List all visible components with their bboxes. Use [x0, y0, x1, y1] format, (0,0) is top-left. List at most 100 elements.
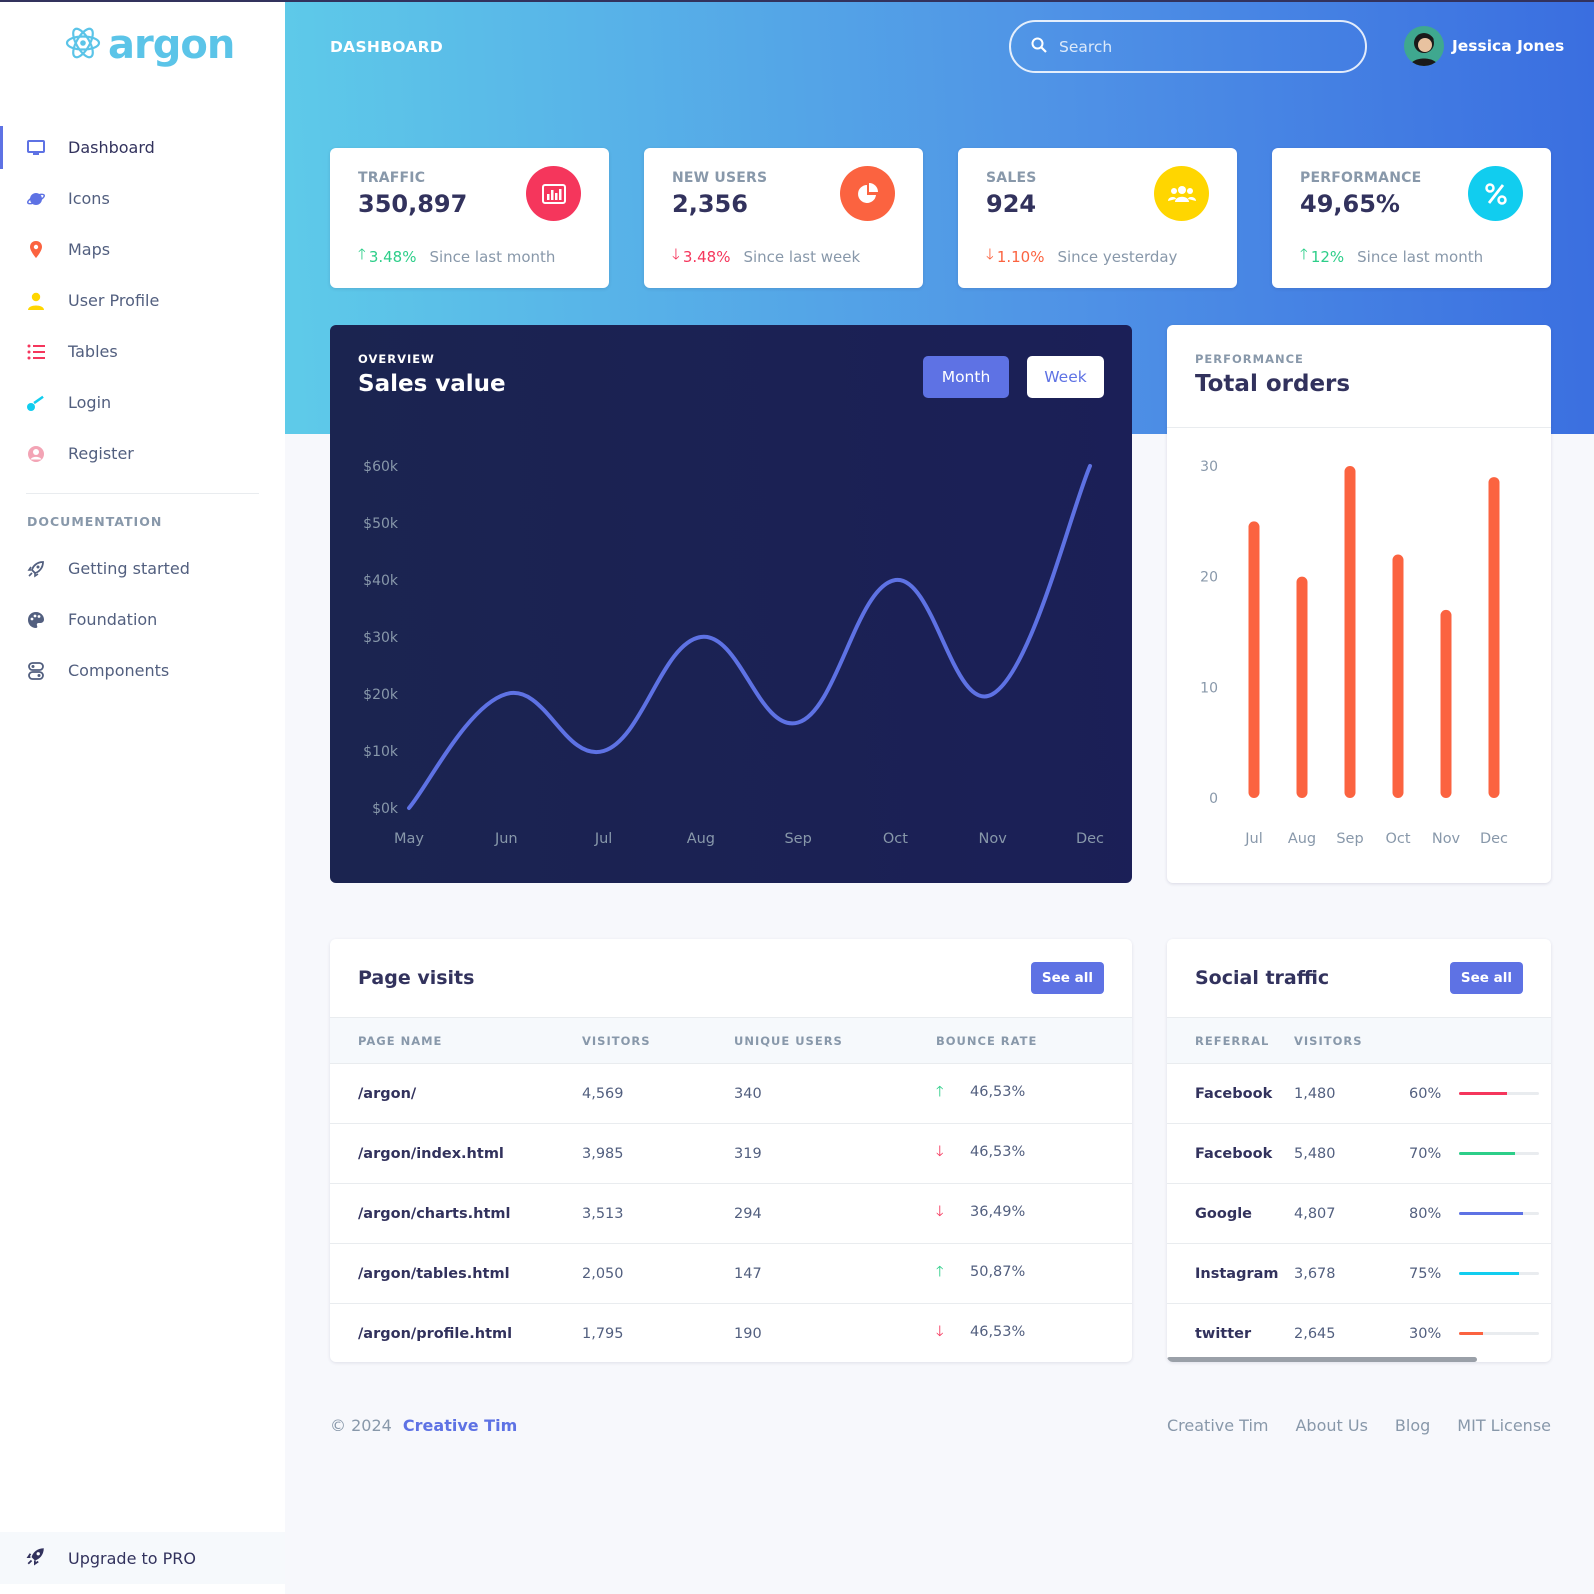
- total-orders-card: 0 10 20 30 Jul Aug Sep Oct Nov Dec PERFORMANCE To…: [1167, 325, 1551, 883]
- progress-bar: [1459, 1152, 1539, 1155]
- card-title: Sales value: [358, 371, 506, 397]
- week-button[interactable]: Week: [1027, 356, 1104, 398]
- arrow-down-icon: 🡓: [936, 1324, 944, 1340]
- sales-value-card: $0k $10k $20k $30k $40k $50k $60k May Jun Jul Aug S…: [330, 325, 1132, 883]
- footer-copyright: © 2024 Creative Tim: [330, 1416, 517, 1435]
- column-header[interactable]: UNIQUE USERS: [734, 1017, 936, 1064]
- card-title: Total orders: [1195, 371, 1351, 397]
- stat-title: SALES: [986, 170, 1037, 186]
- sidebar-item-components[interactable]: Components: [0, 645, 285, 696]
- table-header-row: REFERRAL VISITORS: [1167, 1017, 1551, 1064]
- sidebar-item-label: Tables: [68, 342, 118, 361]
- page-name[interactable]: /argon/: [330, 1063, 582, 1124]
- card-title: Page visits: [358, 967, 475, 989]
- stat-value: 2,356: [672, 190, 748, 218]
- sidebar-item-icons[interactable]: Icons: [0, 173, 285, 224]
- progress-cell: 30%: [1409, 1303, 1551, 1362]
- sidebar-item-label: Maps: [68, 240, 111, 259]
- column-header[interactable]: VISITORS: [582, 1017, 734, 1064]
- arrow-down-icon: 🡓: [986, 245, 994, 263]
- palette-icon: [26, 610, 46, 630]
- x-tick-label: Jul: [1244, 831, 1263, 847]
- arrow-up-icon: 🡑: [358, 245, 366, 263]
- sidebar-item-tables[interactable]: Tables: [0, 326, 285, 377]
- visitors-cell: 3,985: [582, 1123, 734, 1184]
- x-tick-label: Jun: [494, 831, 518, 847]
- footer-link-creative-tim[interactable]: Creative Tim: [1167, 1416, 1269, 1435]
- search-input[interactable]: [1059, 37, 1339, 56]
- month-button[interactable]: Month: [923, 356, 1009, 398]
- y-tick-label: 30: [1200, 459, 1218, 475]
- stat-since: Since last week: [743, 247, 861, 266]
- page-name[interactable]: /argon/tables.html: [330, 1243, 582, 1304]
- sidebar-item-login[interactable]: Login: [0, 377, 285, 428]
- visitors-cell: 2,050: [582, 1243, 734, 1304]
- sidebar-item-label: Login: [68, 393, 112, 412]
- unique-users-cell: 319: [734, 1123, 936, 1184]
- users-icon: [1154, 166, 1209, 221]
- see-all-button[interactable]: See all: [1449, 962, 1523, 994]
- y-tick-label: $40k: [363, 573, 399, 589]
- page-name[interactable]: /argon/index.html: [330, 1123, 582, 1184]
- sidebar-item-maps[interactable]: Maps: [0, 224, 285, 275]
- upgrade-to-pro-button[interactable]: Upgrade to PRO: [0, 1532, 285, 1584]
- sidebar-item-foundation[interactable]: Foundation: [0, 594, 285, 645]
- page-name[interactable]: /argon/profile.html: [330, 1303, 582, 1362]
- page-name[interactable]: /argon/charts.html: [330, 1183, 582, 1244]
- stat-value: 350,897: [358, 190, 468, 218]
- user-menu[interactable]: Jessica Jones: [1404, 26, 1564, 66]
- components-icon: [26, 661, 46, 681]
- x-tick-label: Nov: [979, 831, 1008, 847]
- referral-name: twitter: [1167, 1303, 1294, 1362]
- rocket-icon: [26, 1546, 46, 1570]
- progress-bar-fill: [1459, 1212, 1523, 1215]
- footer-link-mit-license[interactable]: MIT License: [1457, 1416, 1551, 1435]
- brand-logo[interactable]: argon: [64, 22, 235, 68]
- stat-title: NEW USERS: [672, 170, 768, 186]
- footer-link-blog[interactable]: Blog: [1394, 1416, 1431, 1435]
- footer-link-about-us[interactable]: About Us: [1295, 1416, 1368, 1435]
- sidebar-item-label: User Profile: [68, 291, 160, 310]
- sidebar-item-user-profile[interactable]: User Profile: [0, 275, 285, 326]
- progress-cell: 70%: [1409, 1123, 1551, 1184]
- orders-bar: [1488, 477, 1500, 798]
- search-icon: [1031, 37, 1047, 57]
- see-all-button[interactable]: See all: [1030, 962, 1104, 994]
- sidebar-item-label: Icons: [68, 189, 110, 208]
- table-row: Google 4,807 80%: [1167, 1183, 1551, 1244]
- bounce-rate-cell: 🡓 36,49%: [936, 1183, 1132, 1244]
- bounce-rate-cell: 🡑 46,53%: [936, 1063, 1132, 1124]
- horizontal-scrollbar[interactable]: [1167, 1357, 1477, 1362]
- stat-since: Since last month: [1357, 247, 1484, 266]
- arrow-up-icon: 🡑: [936, 1264, 944, 1280]
- progress-cell: 75%: [1409, 1243, 1551, 1304]
- stat-change: 3.48%: [368, 247, 417, 266]
- creative-tim-link[interactable]: Creative Tim: [402, 1416, 518, 1435]
- card-header: Social traffic See all: [1167, 939, 1551, 1017]
- sidebar-item-getting-started[interactable]: Getting started: [0, 543, 285, 594]
- progress-cell: 80%: [1409, 1183, 1551, 1244]
- unique-users-cell: 147: [734, 1243, 936, 1304]
- visitors-cell: 4,569: [582, 1063, 734, 1124]
- table-row: /argon/tables.html 2,050 147 🡑 50,87%: [330, 1243, 1132, 1304]
- bounce-rate-cell: 🡓 46,53%: [936, 1123, 1132, 1184]
- column-header[interactable]: PAGE NAME: [330, 1017, 582, 1064]
- column-header[interactable]: VISITORS: [1294, 1017, 1409, 1064]
- sidebar-item-dashboard[interactable]: Dashboard: [0, 122, 285, 173]
- column-header[interactable]: REFERRAL: [1167, 1017, 1294, 1064]
- orders-bar-chart: 0 10 20 30 Jul Aug Sep Oct Nov Dec: [1200, 459, 1508, 847]
- card-header: Page visits See all: [330, 939, 1132, 1017]
- sidebar-item-register[interactable]: Register: [0, 428, 285, 479]
- x-tick-label: May: [394, 831, 424, 847]
- circle-user-icon: [26, 444, 46, 464]
- card-overline: PERFORMANCE: [1195, 352, 1304, 366]
- stat-title: PERFORMANCE: [1300, 170, 1422, 186]
- progress-bar: [1459, 1272, 1539, 1275]
- column-header[interactable]: BOUNCE RATE: [936, 1017, 1132, 1064]
- sidebar-item-label: Getting started: [68, 559, 190, 578]
- page-title[interactable]: DASHBOARD: [330, 38, 444, 56]
- unique-users-cell: 340: [734, 1063, 936, 1124]
- visitors-cell: 1,480: [1294, 1063, 1409, 1124]
- y-tick-label: $10k: [363, 744, 399, 760]
- progress-percent: 60%: [1409, 1085, 1442, 1102]
